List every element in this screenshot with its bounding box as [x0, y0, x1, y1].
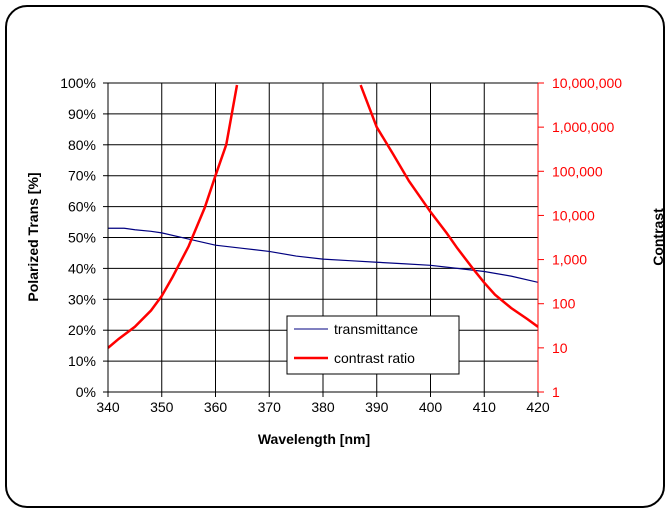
- legend-label-contrast-ratio: contrast ratio: [334, 350, 415, 366]
- y-tick-label: 20%: [68, 322, 96, 338]
- y2-tick-label: 100: [552, 296, 576, 312]
- x-tick-label: 390: [365, 399, 389, 415]
- y2-tick-label: 10,000,000: [552, 75, 622, 91]
- series-line-contrast-ratio-branch-2: [359, 84, 538, 328]
- series-line-contrast-ratio: [108, 84, 239, 349]
- y-tick-label: 40%: [68, 260, 96, 276]
- y-tick-label: 100%: [60, 75, 96, 91]
- x-tick-label: 400: [419, 399, 443, 415]
- x-tick-label: 360: [204, 399, 228, 415]
- x-tick-label: 340: [96, 399, 120, 415]
- x-tick-label: 380: [311, 399, 335, 415]
- y-tick-label: 10%: [68, 353, 96, 369]
- x-tick-label: 350: [150, 399, 174, 415]
- legend-box: [286, 315, 460, 375]
- series-line-transmittance: [108, 227, 538, 283]
- x-tick-label: 420: [526, 399, 550, 415]
- x-tick-label: 410: [473, 399, 497, 415]
- y-tick-label: 60%: [68, 199, 96, 215]
- series-layer: [108, 84, 538, 349]
- y-tick-label: 30%: [68, 291, 96, 307]
- y-tick-label: 80%: [68, 137, 96, 153]
- y-axis-title: Polarized Trans [%]: [25, 172, 41, 301]
- y2-tick-label: 100,000: [552, 163, 603, 179]
- y-tick-label: 90%: [68, 106, 96, 122]
- y2-tick-label: 10,000: [552, 207, 595, 223]
- y-tick-label: 70%: [68, 168, 96, 184]
- y-tick-label: 0%: [76, 384, 96, 400]
- x-axis-title: Wavelength [nm]: [258, 431, 370, 447]
- y2-tick-label: 1,000,000: [552, 119, 614, 135]
- ticks: 340 350 360 370 380 390 400 410 420 0% 10% 20% 30% 40…: [60, 75, 622, 415]
- y-tick-label: 50%: [68, 230, 96, 246]
- legend: transmittance contrast ratio: [286, 315, 460, 375]
- legend-label-transmittance: transmittance: [334, 321, 418, 337]
- y2-tick-label: 1: [552, 384, 560, 400]
- y2-tick-label: 10: [552, 340, 568, 356]
- axes: [103, 82, 544, 397]
- x-tick-label: 370: [258, 399, 282, 415]
- y2-tick-label: 1,000: [552, 252, 587, 268]
- y2-axis-title: Contrast: [650, 208, 666, 266]
